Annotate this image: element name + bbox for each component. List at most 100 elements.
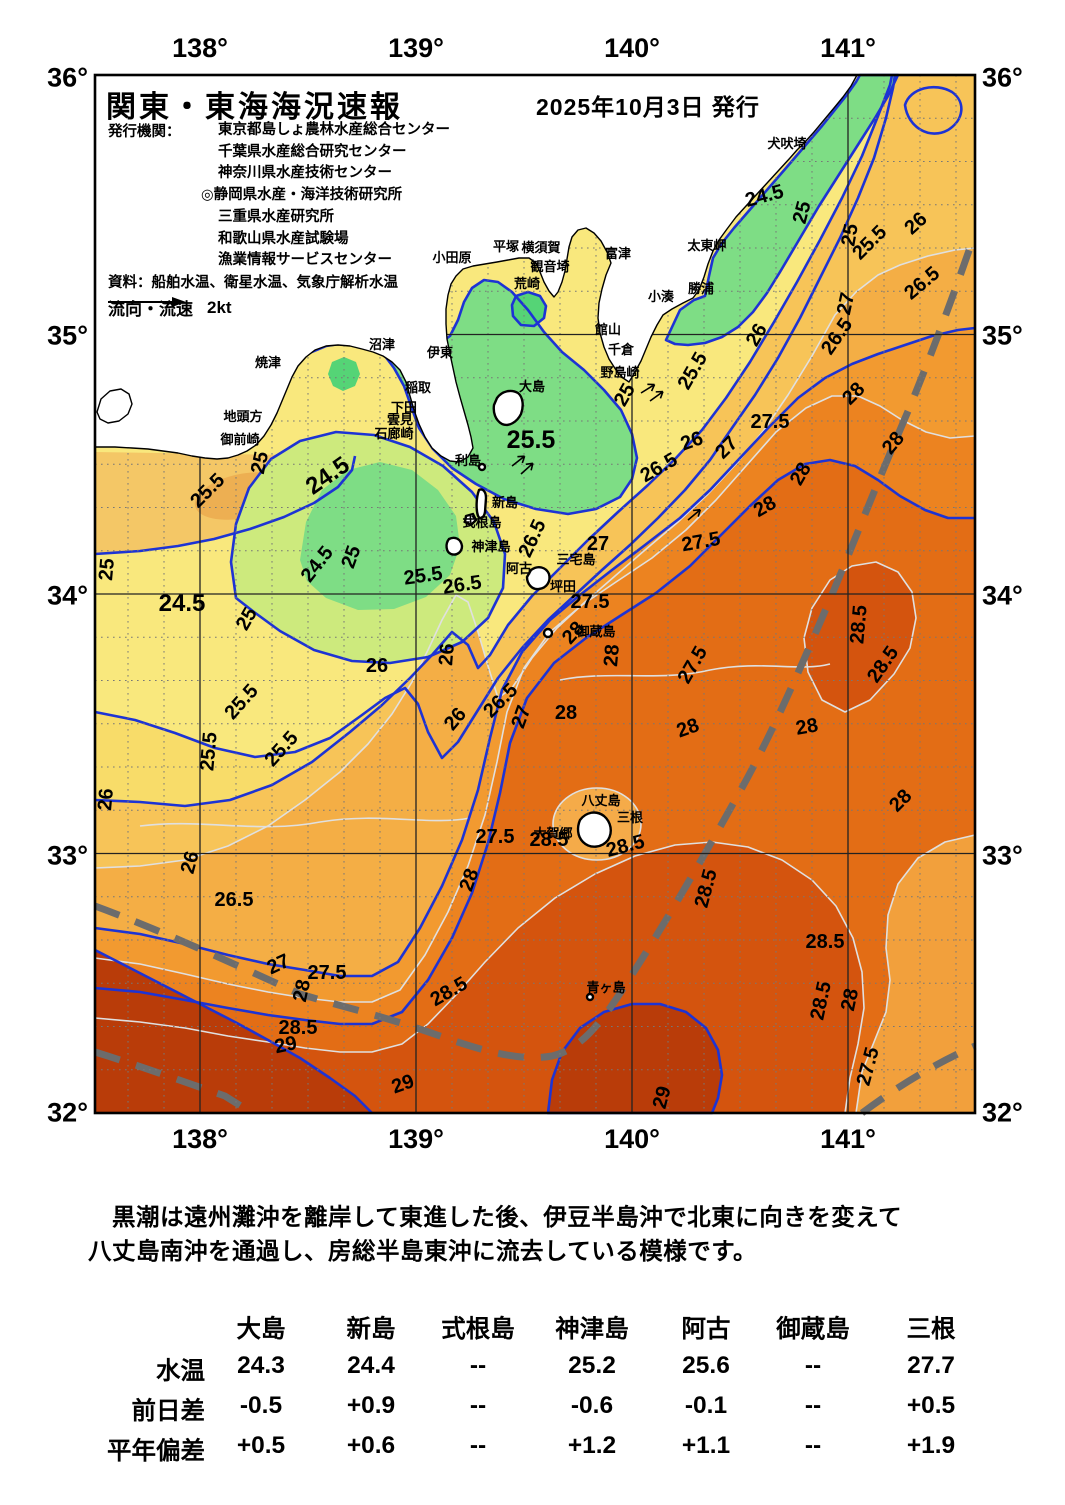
place-label: 坪田 xyxy=(550,579,576,594)
contour-label-28: 28 xyxy=(289,978,315,1004)
contour-label-26: 26 xyxy=(94,787,118,811)
place-label: 小湊 xyxy=(648,289,675,304)
place-label: 三宅島 xyxy=(556,552,595,567)
axis-left-33°: 33° xyxy=(47,840,88,871)
contour-label-28.5: 28.5 xyxy=(530,829,569,851)
place-label: 石廊崎 xyxy=(373,426,413,441)
place-label: 千倉 xyxy=(608,342,635,357)
contour-label-26.5: 26.5 xyxy=(215,889,254,911)
kuroshio-summary: 黒潮は遠州灘沖を離岸して東進した後、伊豆半島沖で北東に向きを変えて 八丈島南沖を… xyxy=(88,1200,1008,1268)
axis-bottom-139°: 139° xyxy=(388,1124,444,1154)
place-label: 横須賀 xyxy=(521,240,560,255)
contour-label-27.5: 27.5 xyxy=(476,826,515,848)
island-toshima xyxy=(477,462,487,472)
contour-label-28: 28 xyxy=(794,714,820,740)
place-label: 地頭方 xyxy=(223,409,262,424)
table-cell: -- xyxy=(804,1352,822,1379)
contour-label-28: 28 xyxy=(600,643,624,667)
table-cell: 25.2 xyxy=(568,1352,616,1379)
island-shikinejima xyxy=(463,512,478,527)
island-kozushima xyxy=(445,536,464,556)
table-cell: -- xyxy=(804,1432,822,1459)
summary-line-2: 八丈島南沖を通過し、房総半島東沖に流去している模様です。 xyxy=(88,1238,757,1264)
table-cell: -- xyxy=(804,1392,822,1419)
graticule xyxy=(95,75,975,1113)
izu-islands xyxy=(445,389,612,1002)
axis-left-35°: 35° xyxy=(47,320,88,351)
place-label: 下田 xyxy=(391,400,417,415)
table-col-header: 阿古 xyxy=(681,1316,731,1343)
place-label: 雲見 xyxy=(387,412,413,427)
table-cell: +1.9 xyxy=(906,1432,956,1459)
table-cell: -- xyxy=(469,1352,487,1379)
contour-label-25.5: 25.5 xyxy=(196,731,221,772)
place-label: 御蔵島 xyxy=(575,624,615,639)
island-hachijojima xyxy=(576,811,612,848)
contour-label-25: 25 xyxy=(837,222,863,248)
axis-left-36°: 36° xyxy=(47,62,88,93)
table-cell: +0.5 xyxy=(236,1432,286,1459)
axis-right-36°: 36° xyxy=(982,62,1023,93)
contour-label-26: 26 xyxy=(366,655,388,677)
contour-label-25.5: 25.5 xyxy=(507,426,556,454)
contour-label-27.5: 27.5 xyxy=(308,962,347,984)
axis-right-33°: 33° xyxy=(982,840,1023,871)
axis-bottom-140°: 140° xyxy=(604,1124,660,1154)
summary-line-1: 黒潮は遠州灘沖を離岸して東進した後、伊豆半島沖で北東に向きを変えて xyxy=(88,1204,903,1230)
place-label: 大島 xyxy=(519,379,545,394)
place-label: 新島 xyxy=(492,495,518,510)
place-label: 大賀郷 xyxy=(533,826,572,841)
place-label: 稲取 xyxy=(405,380,432,395)
place-label: 太東岬 xyxy=(686,238,726,253)
axis-right-35°: 35° xyxy=(982,320,1023,351)
contour-label-26.5: 26.5 xyxy=(441,571,483,598)
table-col-header: 大島 xyxy=(236,1316,286,1343)
contour-label-26: 26 xyxy=(435,642,459,666)
place-label: 犬吠埼 xyxy=(767,136,806,151)
table-cell: +1.1 xyxy=(681,1432,731,1459)
place-label: 小田原 xyxy=(432,250,471,265)
place-label: 伊東 xyxy=(426,345,453,360)
contour-label-27.5: 27.5 xyxy=(571,591,610,613)
island-mikurajima xyxy=(542,627,554,639)
contour-label-28: 28 xyxy=(837,987,863,1013)
table-col-header: 新島 xyxy=(346,1316,396,1343)
contour-label-25: 25 xyxy=(247,450,273,476)
place-label: 勝浦 xyxy=(688,281,714,296)
table-cell: +0.5 xyxy=(906,1392,956,1419)
table-cell: 24.3 xyxy=(237,1352,285,1379)
place-label: 御前崎 xyxy=(219,432,259,447)
axis-left-34°: 34° xyxy=(47,580,88,611)
place-label: 野島崎 xyxy=(600,365,639,380)
axis-top-139°: 139° xyxy=(388,33,444,63)
table-cell: 24.4 xyxy=(347,1352,395,1379)
contour-label-28.5: 28.5 xyxy=(279,1017,318,1039)
axis-right-34°: 34° xyxy=(982,580,1023,611)
island-miyakejima xyxy=(525,566,551,591)
place-label: 青ヶ島 xyxy=(586,980,625,995)
island-aogashima xyxy=(585,992,595,1002)
place-label: 館山 xyxy=(595,322,621,337)
place-label: 式根島 xyxy=(462,515,501,530)
table-col-header: 御蔵島 xyxy=(776,1316,850,1343)
table-cell: 25.6 xyxy=(682,1352,730,1379)
contour-label-27.5: 27.5 xyxy=(751,411,790,433)
axis-left-32°: 32° xyxy=(47,1097,88,1128)
table-row-label: 平年偏差 xyxy=(107,1438,205,1465)
island-niijima xyxy=(475,488,488,520)
table-cell: -0.6 xyxy=(570,1392,614,1419)
table-cell: -0.5 xyxy=(239,1392,283,1419)
table-cell: +0.9 xyxy=(346,1392,396,1419)
table-col-header: 三根 xyxy=(906,1316,956,1343)
contour-label-24.5: 24.5 xyxy=(159,590,206,617)
place-label: 焼津 xyxy=(255,355,281,370)
contour-label-28: 28 xyxy=(555,702,577,724)
axis-top-138°: 138° xyxy=(172,33,228,63)
axis-top-140°: 140° xyxy=(604,33,660,63)
place-label: 八丈島 xyxy=(580,793,620,808)
axis-right-32°: 32° xyxy=(982,1097,1023,1128)
table-cell: -- xyxy=(469,1432,487,1459)
